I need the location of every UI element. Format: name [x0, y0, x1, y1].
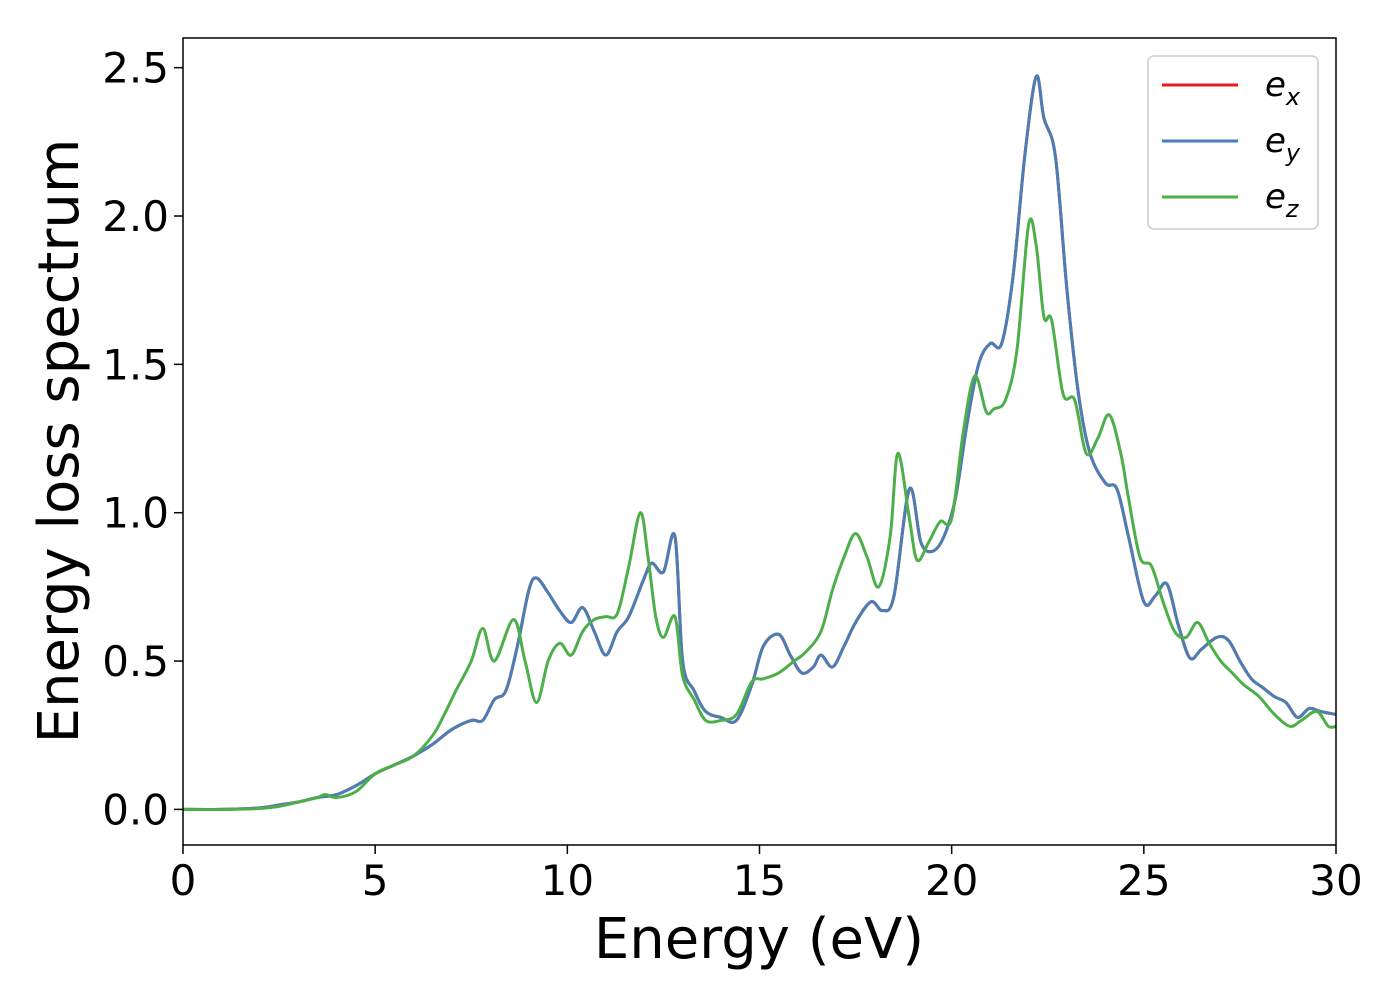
x-tick-label: 15 [733, 856, 786, 905]
y-tick-label: 1.0 [102, 489, 169, 538]
series-layer [183, 74, 1336, 812]
series-line-y [183, 74, 1336, 812]
x-tick-label: 5 [362, 856, 389, 905]
legend: ex ey ez [1147, 55, 1319, 230]
legend-label-x: ex [1265, 65, 1301, 111]
y-tick-label: 0.5 [102, 637, 169, 686]
y-axis-label: Energy loss spectrum [27, 139, 92, 744]
y-tick-label: 2.5 [102, 44, 169, 93]
x-tick-label: 10 [541, 856, 594, 905]
y-tick-label: 1.5 [102, 340, 169, 389]
y-tick-label: 2.0 [102, 192, 169, 241]
y-tick-label: 0.0 [102, 785, 169, 834]
series-line-z [183, 217, 1336, 811]
x-tick-label: 30 [1309, 856, 1362, 905]
legend-label-y: ey [1265, 121, 1301, 167]
x-axis-label: Energy (eV) [594, 907, 924, 972]
legend-label-z: ez [1265, 177, 1300, 223]
x-tick-label: 25 [1117, 856, 1170, 905]
x-tick-label: 20 [925, 856, 978, 905]
y-axis-ticks: 0.0 0.5 1.0 1.5 2.0 2.5 [102, 44, 183, 834]
x-tick-label: 0 [170, 856, 197, 905]
x-axis-ticks: 0 5 10 15 20 25 30 [170, 845, 1363, 905]
